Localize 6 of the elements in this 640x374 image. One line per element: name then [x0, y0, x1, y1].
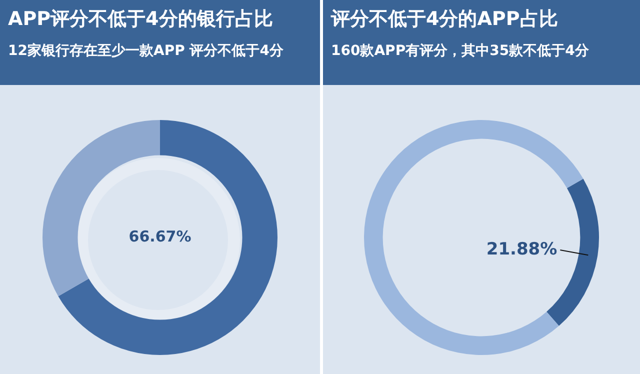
chart-subtitle: 160款APP有评分，其中35款不低于4分 — [331, 42, 590, 60]
chart-title: 评分不低于4分的APP占比 — [331, 7, 559, 32]
data-label: 21.88% — [486, 239, 558, 260]
chart-title: APP评分不低于4分的银行占比 — [8, 7, 274, 32]
data-label: 66.67% — [128, 227, 192, 246]
chart-subtitle: 12家银行存在至少一款APP 评分不低于4分 — [8, 42, 284, 60]
